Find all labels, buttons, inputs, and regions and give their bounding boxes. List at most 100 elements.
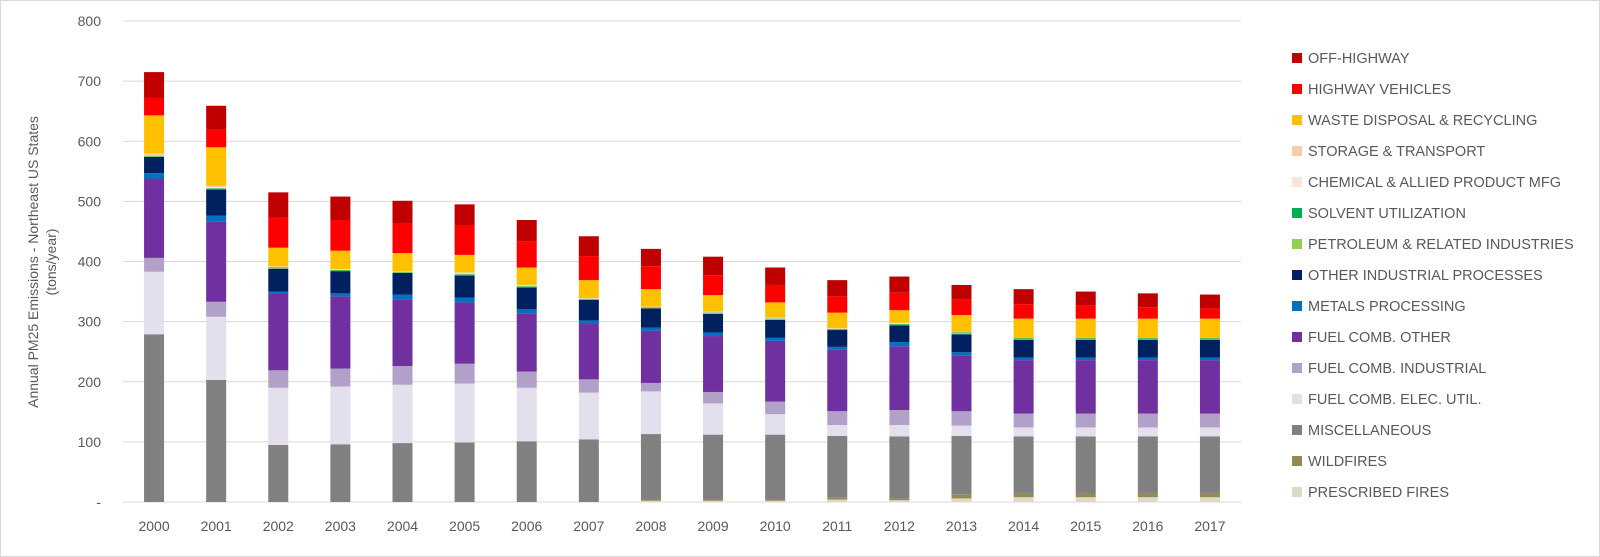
x-tick-label: 2004 <box>387 518 418 534</box>
bar-segment-fuel-comb-elec-util--2007 <box>578 392 599 440</box>
bar-segment-highway-vehicles-2013 <box>951 299 972 316</box>
bar-segment-fuel-comb-industrial-2012 <box>889 410 910 426</box>
bar-segment-waste-disposal-recycling-2009 <box>703 295 724 312</box>
bar-segment-miscellaneous-2004 <box>392 443 413 502</box>
bar-segment-storage-transport-2005 <box>454 272 475 274</box>
legend-swatch <box>1292 363 1302 373</box>
bar-segment-prescribed-fires-2013 <box>951 498 972 502</box>
y-tick-label: 100 <box>78 434 102 450</box>
bar-segment-metals-processing-2017 <box>1199 357 1220 361</box>
bar-segment-highway-vehicles-2017 <box>1199 308 1220 319</box>
bar-segment-petroleum-related-industries-2014 <box>1013 338 1034 340</box>
bar-segment-fuel-comb-elec-util--2013 <box>951 425 972 436</box>
bar-segment-fuel-comb-elec-util--2010 <box>765 414 786 435</box>
bar-segment-miscellaneous-2014 <box>1013 436 1034 493</box>
bar-segment-highway-vehicles-2004 <box>392 223 413 254</box>
y-tick-label: 200 <box>78 374 102 390</box>
legend-label: FUEL COMB. OTHER <box>1308 330 1451 346</box>
bar-segment-petroleum-related-industries-2012 <box>889 324 910 326</box>
y-axis-ticks: - 100 200 300 400 500 600 700 800 <box>78 13 102 510</box>
bar-segment-miscellaneous-2011 <box>827 435 848 498</box>
bar-segment-petroleum-related-industries-2017 <box>1199 338 1220 340</box>
bar-segment-fuel-comb-elec-util--2000 <box>144 271 165 335</box>
bar-segment-metals-processing-2006 <box>516 308 537 314</box>
bar-segment-waste-disposal-recycling-2010 <box>765 302 786 318</box>
legend-swatch <box>1292 332 1302 342</box>
bar-segment-fuel-comb-industrial-2009 <box>703 391 724 404</box>
bar-segment-prescribed-fires-2008 <box>640 500 661 502</box>
bar-segment-fuel-comb-industrial-2003 <box>330 368 351 387</box>
bar-segment-wildfires-2017 <box>1199 492 1220 498</box>
bar-segment-solvent-utilization-2017 <box>1199 337 1220 339</box>
bar-segment-wildfires-2008 <box>640 498 661 501</box>
bar-segment-miscellaneous-2005 <box>454 442 475 502</box>
bar-segment-highway-vehicles-2006 <box>516 241 537 268</box>
bar-stack-2016 <box>1137 293 1158 502</box>
x-tick-label: 2012 <box>884 518 915 534</box>
bar-segment-solvent-utilization-2006 <box>516 286 537 287</box>
bar-segment-highway-vehicles-2005 <box>454 225 475 255</box>
bar-segment-petroleum-related-industries-2008 <box>640 307 661 309</box>
bar-segment-fuel-comb-other-2005 <box>454 302 475 364</box>
bar-stack-2000 <box>144 72 165 502</box>
bar-segment-solvent-utilization-2010 <box>765 318 786 320</box>
legend-item: SOLVENT UTILIZATION <box>1292 206 1466 222</box>
bar-segment-highway-vehicles-2016 <box>1137 307 1158 319</box>
bar-segment-waste-disposal-recycling-2017 <box>1199 318 1220 338</box>
bar-segment-fuel-comb-elec-util--2005 <box>454 383 475 443</box>
bar-segment-waste-disposal-recycling-2007 <box>578 280 599 299</box>
bar-segment-off-highway-2001 <box>206 105 227 130</box>
bar-segment-waste-disposal-recycling-2001 <box>206 147 227 186</box>
bar-segment-other-industrial-processes-2000 <box>144 156 165 174</box>
bar-stack-2011 <box>827 280 848 502</box>
bar-segment-off-highway-2013 <box>951 284 972 300</box>
legend-swatch <box>1292 239 1302 249</box>
bar-segment-fuel-comb-industrial-2001 <box>206 301 227 317</box>
x-tick-label: 2005 <box>449 518 480 534</box>
legend-swatch <box>1292 425 1302 435</box>
bar-segment-fuel-comb-other-2012 <box>889 346 910 411</box>
bar-segment-fuel-comb-elec-util--2008 <box>640 391 661 435</box>
bar-segment-metals-processing-2005 <box>454 297 475 303</box>
bar-segment-petroleum-related-industries-2015 <box>1075 338 1096 340</box>
bar-segment-petroleum-related-industries-2005 <box>454 274 475 276</box>
bar-segment-miscellaneous-2009 <box>703 434 724 499</box>
bar-segment-solvent-utilization-2003 <box>330 269 351 271</box>
bar-segment-waste-disposal-recycling-2016 <box>1137 318 1158 338</box>
bar-segment-other-industrial-processes-2012 <box>889 325 910 343</box>
bar-segment-waste-disposal-recycling-2005 <box>454 254 475 273</box>
bar-segment-other-industrial-processes-2005 <box>454 275 475 298</box>
bar-segment-highway-vehicles-2001 <box>206 129 227 148</box>
x-axis-ticks: 2000 2001 2002 2003 2004 2005 2006 2007 2008 2009… <box>138 518 1225 534</box>
bar-segment-fuel-comb-industrial-2017 <box>1199 413 1220 428</box>
x-tick-label: 2011 <box>822 518 852 534</box>
bar-segment-highway-vehicles-2002 <box>268 217 289 248</box>
y-tick-label: 600 <box>78 133 102 149</box>
bar-segment-petroleum-related-industries-2000 <box>144 156 165 157</box>
bar-segment-fuel-comb-industrial-2013 <box>951 411 972 426</box>
bar-segment-other-industrial-processes-2017 <box>1199 339 1220 358</box>
bar-segment-petroleum-related-industries-2013 <box>951 333 972 335</box>
bar-segment-other-industrial-processes-2015 <box>1075 339 1096 358</box>
bar-segment-metals-processing-2007 <box>578 320 599 325</box>
bar-segment-solvent-utilization-2015 <box>1075 337 1096 339</box>
legend-item: FUEL COMB. OTHER <box>1292 330 1451 346</box>
bar-segment-fuel-comb-industrial-2004 <box>392 366 413 385</box>
legend-item: FUEL COMB. INDUSTRIAL <box>1292 361 1486 377</box>
bar-segment-prescribed-fires-2016 <box>1137 497 1158 502</box>
bar-stack-2014 <box>1013 289 1034 502</box>
bar-segment-miscellaneous-2010 <box>765 434 786 499</box>
legend-item: STORAGE & TRANSPORT <box>1292 144 1485 160</box>
bar-segment-metals-processing-2011 <box>827 346 848 350</box>
bar-segment-petroleum-related-industries-2016 <box>1137 338 1158 340</box>
legend-swatch <box>1292 84 1302 94</box>
bar-segment-fuel-comb-industrial-2016 <box>1137 413 1158 428</box>
legend-label: HIGHWAY VEHICLES <box>1308 82 1451 98</box>
bars <box>144 72 1220 502</box>
bar-segment-prescribed-fires-2010 <box>765 500 786 502</box>
bar-segment-wildfires-2012 <box>889 498 910 501</box>
bar-segment-fuel-comb-other-2009 <box>703 336 724 392</box>
legend-item: WASTE DISPOSAL & RECYCLING <box>1292 113 1537 129</box>
